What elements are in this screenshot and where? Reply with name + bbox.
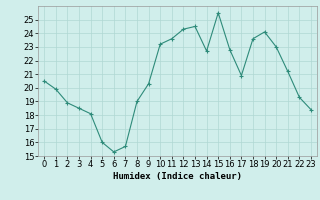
X-axis label: Humidex (Indice chaleur): Humidex (Indice chaleur) [113,172,242,181]
